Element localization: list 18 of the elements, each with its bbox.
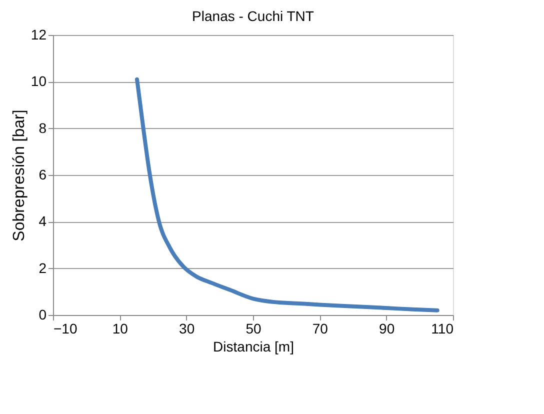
- y-tick-label: 12: [30, 26, 47, 42]
- y-tick-label: 4: [38, 213, 47, 230]
- y-tick-label: 6: [38, 166, 47, 182]
- x-axis-title: Distancia [m]: [213, 338, 294, 354]
- y-tick-label: 8: [38, 120, 47, 136]
- chart-title: Planas - Cuchi TNT: [192, 8, 314, 24]
- x-tick-label: −10: [54, 320, 78, 336]
- line-series: [135, 77, 440, 312]
- y-tick-label: 10: [30, 73, 47, 90]
- x-tick-label: 30: [179, 320, 195, 336]
- x-tick-label: 70: [312, 320, 328, 336]
- x-tick-label: 10: [112, 320, 128, 336]
- y-tick-label: 0: [38, 306, 47, 322]
- x-tick-label: 110: [431, 320, 454, 336]
- x-tick-label: 50: [246, 320, 262, 336]
- y-tick-label: 2: [38, 260, 47, 276]
- y-axis-title: Sobrepresión [bar]: [10, 110, 28, 242]
- x-tick-label: 90: [379, 320, 395, 336]
